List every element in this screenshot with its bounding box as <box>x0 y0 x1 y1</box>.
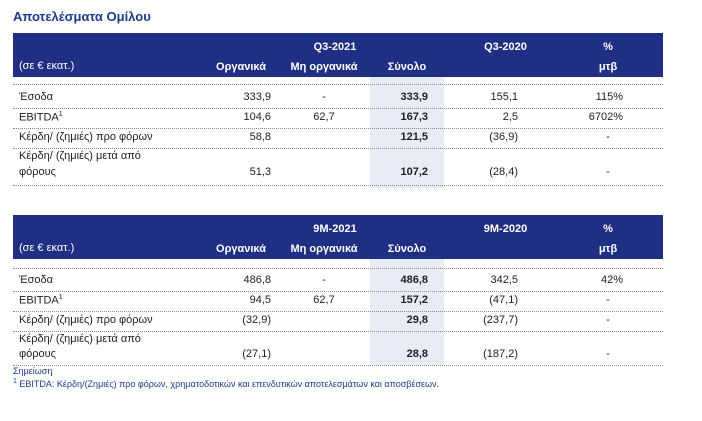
table-row: Κέρδη/ (ζημιές) μετά από φόρους (27,1) 2… <box>13 333 663 367</box>
notes-heading: Σημείωση <box>13 366 53 376</box>
row-divider <box>13 108 663 109</box>
results-table-q3: Q3-2021 Q3-2020 % (σε € εκατ.) Οργανικά … <box>13 33 663 188</box>
unit-label: (σε € εκατ.) <box>19 242 75 254</box>
footnote-text: EBITDA: Κέρδη/(Ζημιές) προ φόρων, χρηματ… <box>16 379 440 389</box>
row-divider <box>13 268 663 269</box>
footnote-marker: 1 <box>13 378 17 385</box>
footnote: 1 EBITDA: Κέρδη/(Ζημιές) προ φόρων, χρημ… <box>13 378 439 389</box>
col-organic: Οργανικά <box>216 243 266 255</box>
row-divider <box>13 185 663 186</box>
row-label-line1: Κέρδη/ (ζημιές) μετά από <box>19 333 141 345</box>
cell-pct: 115% <box>595 91 623 103</box>
page-title: Αποτελέσματα Ομίλου <box>13 9 151 24</box>
footnote-marker: 1 <box>58 111 63 118</box>
row-label: EBITDA1 <box>19 294 63 307</box>
cell-inorganic: 62,7 <box>313 294 335 306</box>
table-row: EBITDA1 104,6 62,7 167,3 2,5 6702% <box>13 111 663 127</box>
row-label: Έσοδα <box>19 91 54 103</box>
pct-header-top: % <box>603 41 613 53</box>
cell-pct: - <box>606 166 610 178</box>
cell-total: 167,3 <box>400 111 428 123</box>
pct-header-top: % <box>603 223 613 235</box>
period-current: Q3-2021 <box>313 41 357 53</box>
cell-prior: 2,5 <box>502 111 518 123</box>
row-divider <box>13 365 663 366</box>
table-header: 9M-2021 9M-2020 % (σε € εκατ.) Οργανικά … <box>13 215 663 259</box>
cell-organic: (27,1) <box>242 348 271 360</box>
row-divider <box>13 128 663 129</box>
cell-pct: 42% <box>600 274 623 286</box>
pct-header-bottom: μτβ <box>598 243 618 255</box>
row-label-line2: φόρους <box>19 348 56 360</box>
col-organic: Οργανικά <box>216 61 266 73</box>
cell-total: 157,2 <box>400 294 428 306</box>
row-divider <box>13 148 663 149</box>
cell-organic: 94,5 <box>249 294 271 306</box>
cell-inorganic: - <box>322 274 326 286</box>
cell-total: 333,9 <box>400 91 428 103</box>
cell-organic: 333,9 <box>243 91 271 103</box>
cell-pct: - <box>606 348 610 360</box>
cell-pct: 6702% <box>588 111 623 123</box>
footnote-marker: 1 <box>58 294 63 301</box>
col-total: Σύνολο <box>387 61 427 73</box>
table-row: Κέρδη/ (ζημιές) προ φόρων (32,9) 29,8 (2… <box>13 314 663 330</box>
row-label-line1: Κέρδη/ (ζημιές) μετά από <box>19 150 141 162</box>
row-label: EBITDA1 <box>19 111 63 124</box>
table-row: Κέρδη/ (ζημιές) προ φόρων 58,8 121,5 (36… <box>13 131 663 147</box>
period-current: 9M-2021 <box>313 223 357 235</box>
table-row: Έσοδα 486,8 - 486,8 342,5 42% <box>13 274 663 290</box>
cell-organic: 104,6 <box>243 111 271 123</box>
cell-total: 29,8 <box>406 314 428 326</box>
row-label-line2: φόρους <box>19 166 56 178</box>
row-label: Κέρδη/ (ζημιές) προ φόρων <box>19 131 153 143</box>
row-divider <box>13 331 663 332</box>
unit-label: (σε € εκατ.) <box>19 60 75 72</box>
table-row: Κέρδη/ (ζημιές) μετά από φόρους 51,3 107… <box>13 150 663 184</box>
row-divider <box>13 84 663 85</box>
cell-total: 28,8 <box>406 348 428 360</box>
period-prior: Q3-2020 <box>484 41 527 53</box>
cell-total: 107,2 <box>400 166 428 178</box>
cell-pct: - <box>606 131 610 143</box>
cell-prior: (237,7) <box>483 314 518 326</box>
cell-prior: (36,9) <box>489 131 518 143</box>
cell-prior: 342,5 <box>490 274 518 286</box>
cell-organic: (32,9) <box>242 314 271 326</box>
cell-pct: - <box>606 294 610 306</box>
results-table-9m: 9M-2021 9M-2020 % (σε € εκατ.) Οργανικά … <box>13 215 663 367</box>
cell-organic: 58,8 <box>249 131 271 143</box>
col-inorganic: Μη οργανικά <box>290 243 358 255</box>
cell-total: 486,8 <box>400 274 428 286</box>
row-label: Έσοδα <box>19 274 54 286</box>
cell-pct: - <box>606 314 610 326</box>
col-total: Σύνολο <box>387 243 427 255</box>
row-divider <box>13 291 663 292</box>
cell-inorganic: - <box>322 91 326 103</box>
pct-header-bottom: μτβ <box>598 61 618 73</box>
cell-prior: 155,1 <box>490 91 518 103</box>
cell-inorganic: 62,7 <box>313 111 335 123</box>
period-prior: 9M-2020 <box>483 223 528 235</box>
table-row: EBITDA1 94,5 62,7 157,2 (47,1) - <box>13 294 663 310</box>
cell-prior: (47,1) <box>489 294 518 306</box>
cell-organic: 51,3 <box>249 166 271 178</box>
row-label: Κέρδη/ (ζημιές) προ φόρων <box>19 314 153 326</box>
table-header: Q3-2021 Q3-2020 % (σε € εκατ.) Οργανικά … <box>13 33 663 77</box>
cell-prior: (28,4) <box>489 166 518 178</box>
cell-total: 121,5 <box>400 131 428 143</box>
col-inorganic: Μη οργανικά <box>290 61 358 73</box>
cell-prior: (187,2) <box>483 348 518 360</box>
table-row: Έσοδα 333,9 - 333,9 155,1 115% <box>13 91 663 107</box>
cell-organic: 486,8 <box>243 274 271 286</box>
row-divider <box>13 311 663 312</box>
